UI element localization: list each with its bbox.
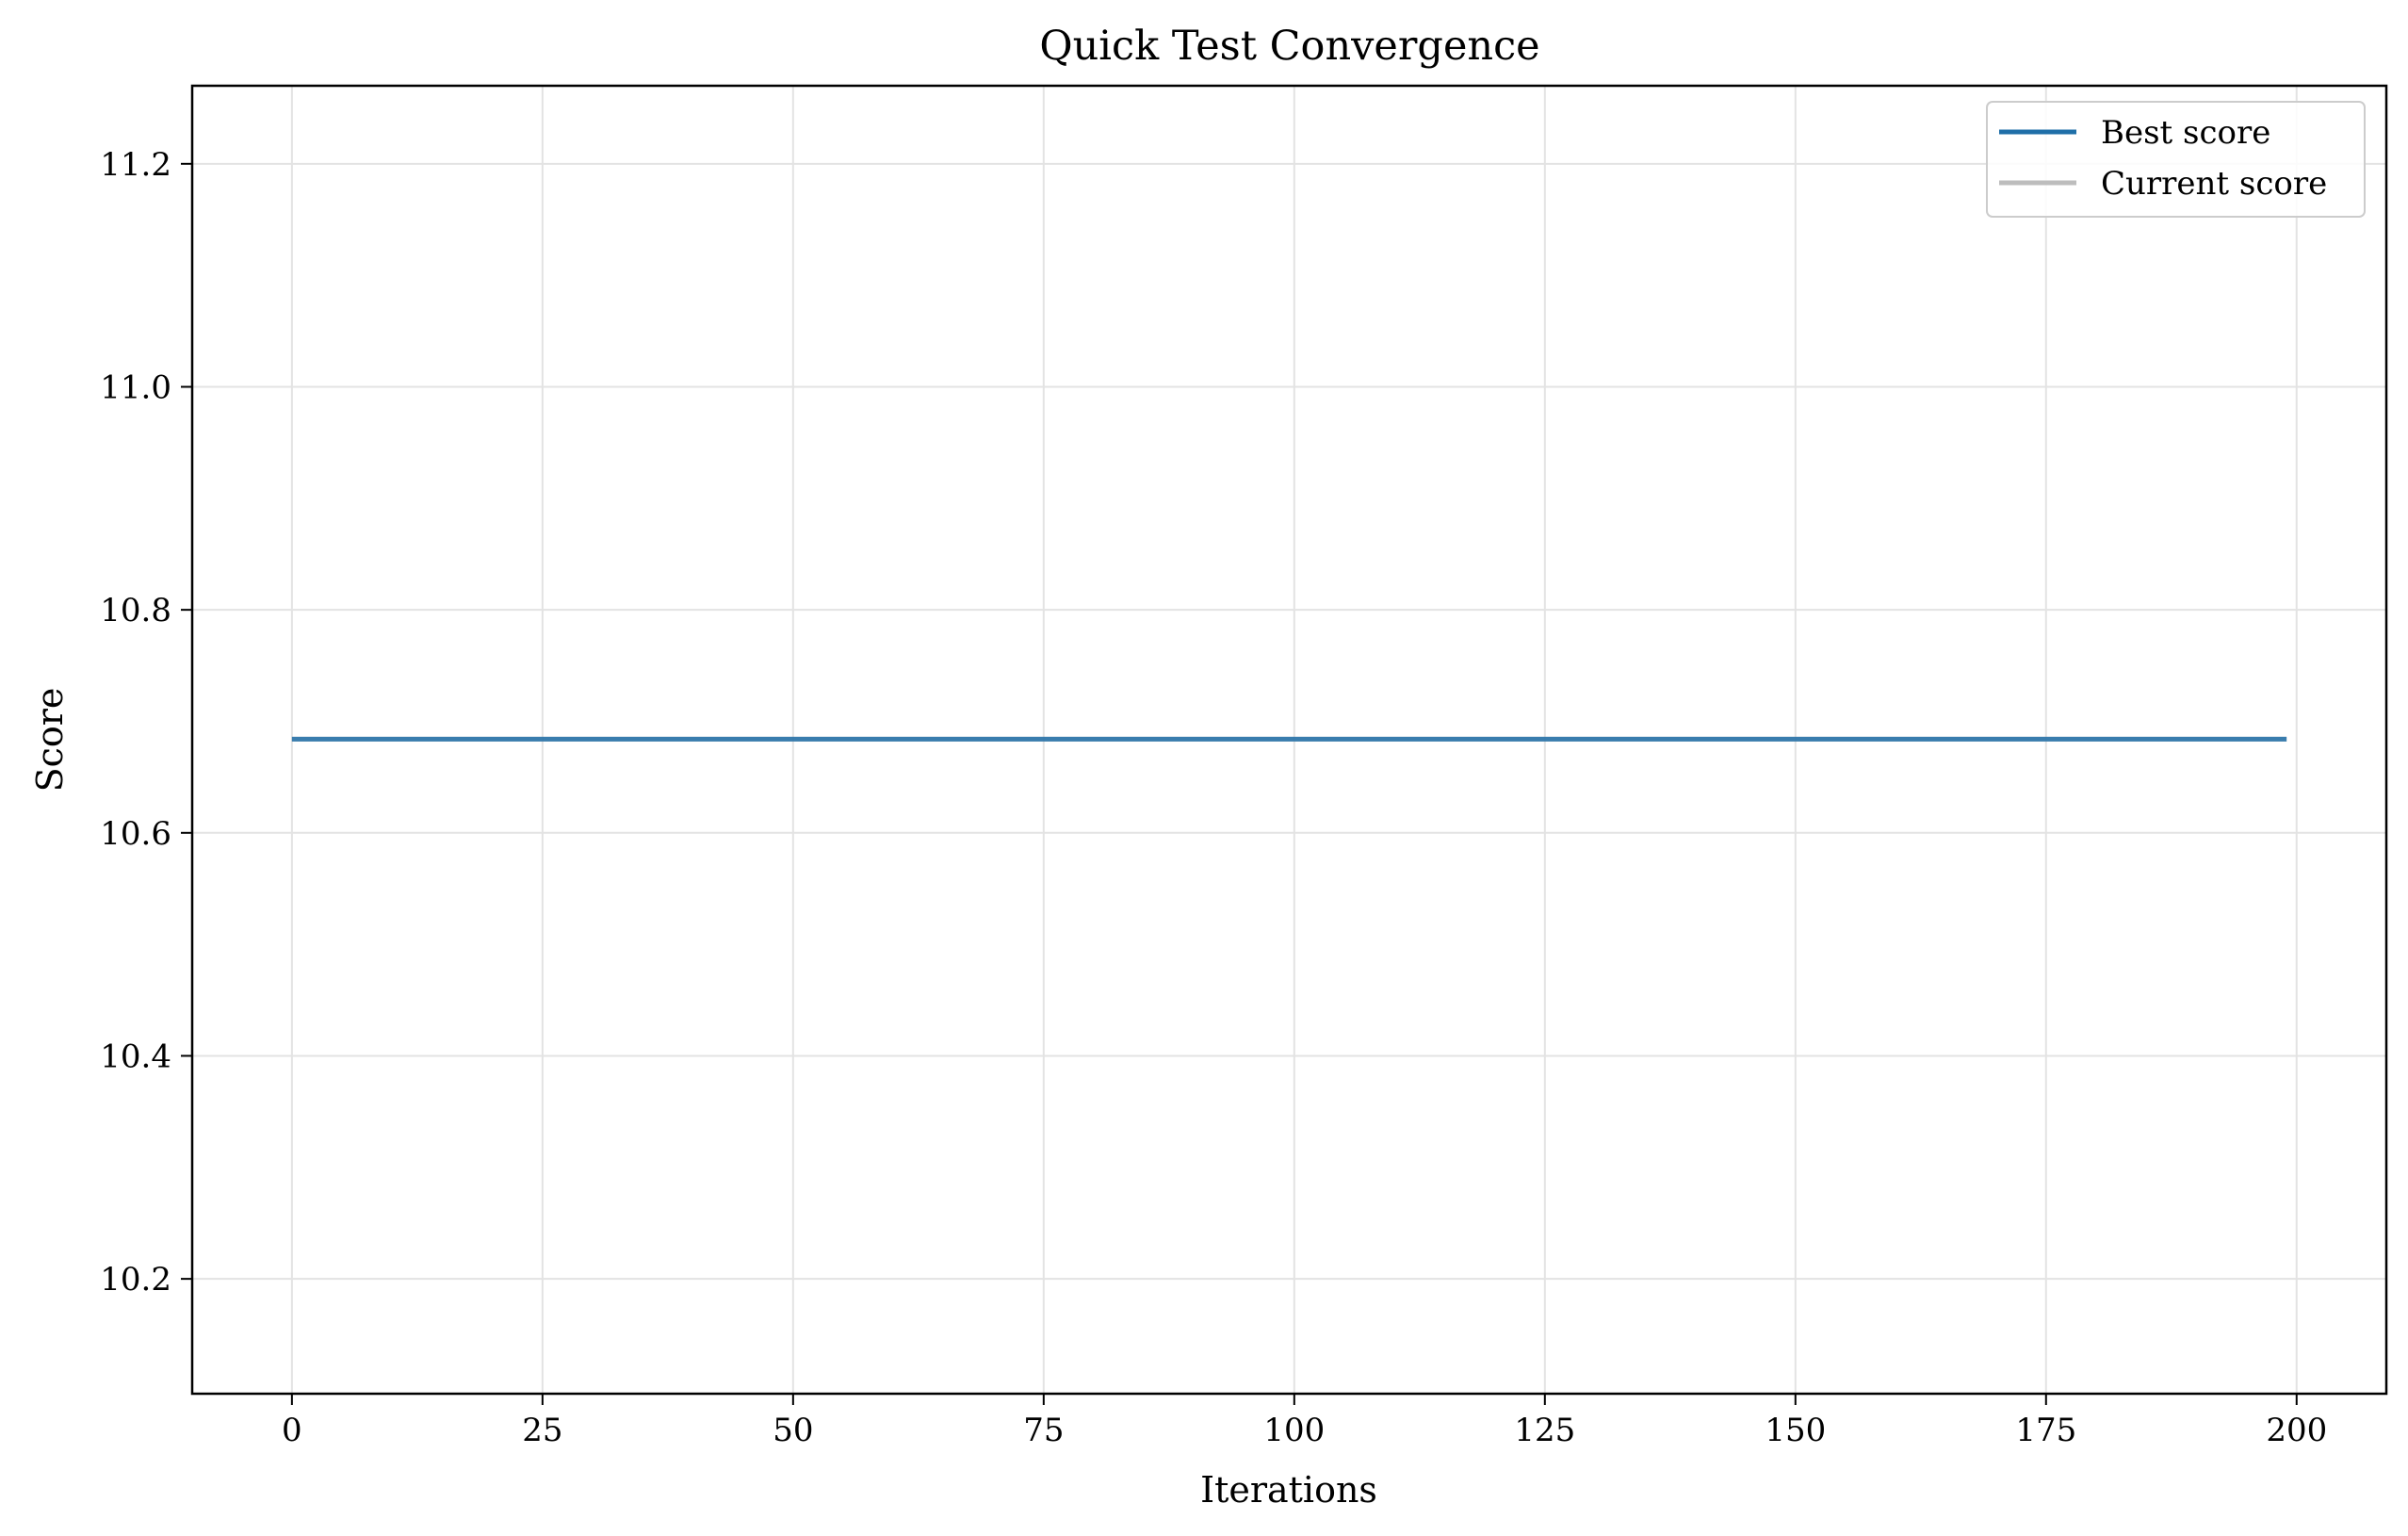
- x-tick-label: 50: [773, 1412, 813, 1449]
- x-tick-label: 175: [2015, 1412, 2076, 1449]
- x-tick-label: 100: [1263, 1412, 1325, 1449]
- x-tick-label: 75: [1023, 1412, 1064, 1449]
- x-tick-label: 125: [1514, 1412, 1575, 1449]
- x-tick-label: 0: [282, 1412, 302, 1449]
- x-axis-label: Iterations: [1200, 1469, 1377, 1511]
- y-axis: 10.2 10.4 10.6 10.8 11.0 11.2: [100, 146, 192, 1299]
- y-tick-label: 11.0: [100, 368, 171, 406]
- chart-title: Quick Test Convergence: [1039, 23, 1539, 70]
- x-tick-label: 150: [1765, 1412, 1826, 1449]
- legend-box: [1986, 101, 2366, 218]
- y-tick-label: 10.2: [100, 1261, 171, 1299]
- y-tick-label: 10.6: [100, 815, 171, 853]
- y-axis-label: Score: [29, 688, 71, 793]
- plot-frame: [190, 84, 2388, 1396]
- legend: Best score Current score: [1986, 101, 2366, 218]
- x-tick-label: 200: [2266, 1412, 2327, 1449]
- y-tick-label: 10.4: [100, 1038, 171, 1075]
- legend-label-current-score: Current score: [2101, 165, 2327, 203]
- x-tick-label: 25: [522, 1412, 562, 1449]
- y-tick-label: 11.2: [100, 146, 171, 184]
- x-axis: 0 25 50 75 100 125 150 175 200: [282, 1394, 2327, 1449]
- grid-lines: [192, 86, 2386, 1394]
- y-tick-label: 10.8: [100, 592, 171, 629]
- legend-label-best-score: Best score: [2101, 114, 2270, 152]
